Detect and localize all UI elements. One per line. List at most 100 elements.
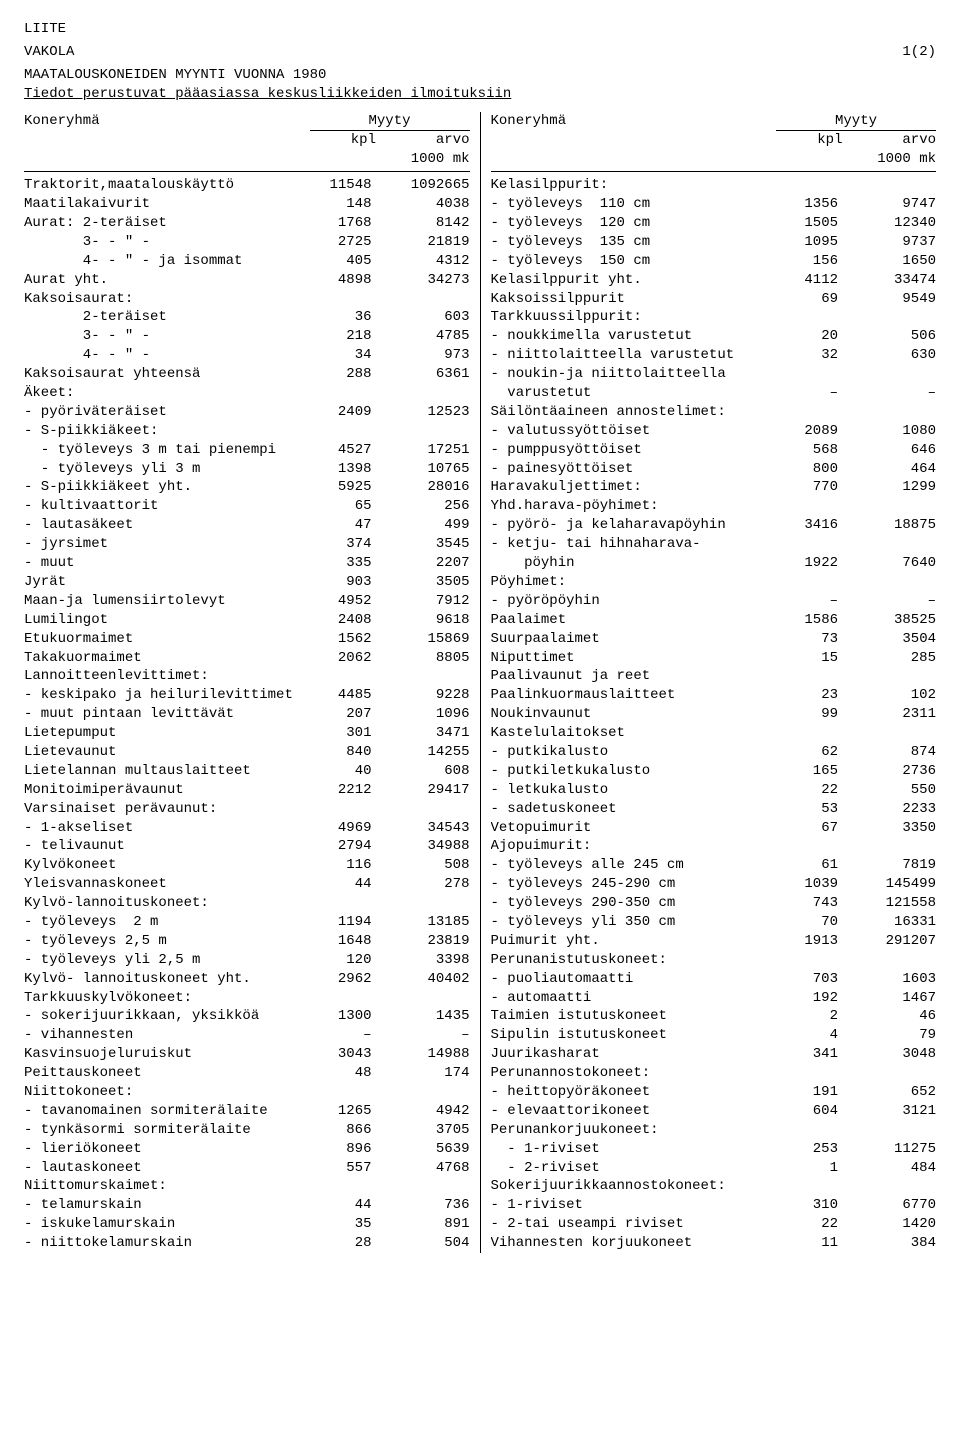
row-kpl: 11 (768, 1234, 846, 1253)
table-row: - työleveys 150 cm1561650 (491, 252, 937, 271)
table-row: - työleveys 2,5 m164823819 (24, 932, 470, 951)
table-row: Etukuormaimet156215869 (24, 630, 470, 649)
row-arvo: 34988 (380, 837, 470, 856)
row-arvo: 484 (846, 1159, 936, 1178)
row-label: Äkeet: (24, 384, 302, 403)
table-row: Niittomurskaimet: (24, 1177, 470, 1196)
row-label: Vetopuimurit (491, 819, 769, 838)
row-arvo: 145499 (846, 875, 936, 894)
row-arvo: 2736 (846, 762, 936, 781)
table-row: Suurpaalaimet733504 (491, 630, 937, 649)
row-label: 3- - " - (24, 327, 302, 346)
table-row: - noukin-ja niittolaitteella (491, 365, 937, 384)
row-arvo: 1092665 (380, 176, 470, 195)
table-row: - pyörö- ja kelaharavapöyhin341618875 (491, 516, 937, 535)
row-arvo: 9549 (846, 290, 936, 309)
row-label: Aurat yht. (24, 271, 302, 290)
row-label: - kultivaattorit (24, 497, 302, 516)
row-label: Kelasilppurit yht. (491, 271, 769, 290)
row-label: Paalaimet (491, 611, 769, 630)
row-kpl (302, 1083, 380, 1102)
table-row: - muut3352207 (24, 554, 470, 573)
row-label: Sipulin istutuskoneet (491, 1026, 769, 1045)
row-arvo: – (380, 1026, 470, 1045)
row-kpl (768, 951, 846, 970)
row-arvo: 3048 (846, 1045, 936, 1064)
row-label: Noukinvaunut (491, 705, 769, 724)
table-row: Äkeet: (24, 384, 470, 403)
row-arvo: 9618 (380, 611, 470, 630)
row-arvo: 504 (380, 1234, 470, 1253)
row-label: - pumppusyöttöiset (491, 441, 769, 460)
row-kpl (302, 384, 380, 403)
row-arvo (846, 837, 936, 856)
row-arvo: 9747 (846, 195, 936, 214)
row-label: Yhd.harava-pöyhimet: (491, 497, 769, 516)
table-row: - työleveys 2 m119413185 (24, 913, 470, 932)
row-label: Kasvinsuojeluruiskut (24, 1045, 302, 1064)
row-label: Aurat: 2-teräiset (24, 214, 302, 233)
row-label: - lautaskoneet (24, 1159, 302, 1178)
row-kpl: 1768 (302, 214, 380, 233)
row-arvo: 646 (846, 441, 936, 460)
row-arvo: 1650 (846, 252, 936, 271)
row-label: - 2-tai useampi riviset (491, 1215, 769, 1234)
row-kpl: 557 (302, 1159, 380, 1178)
row-arvo: 79 (846, 1026, 936, 1045)
row-kpl: 2 (768, 1007, 846, 1026)
row-label: - työleveys 290-350 cm (491, 894, 769, 913)
col-header-myyty: Myyty (310, 112, 470, 132)
row-kpl: 47 (302, 516, 380, 535)
row-kpl: 4969 (302, 819, 380, 838)
row-arvo: 1080 (846, 422, 936, 441)
row-label: Kaksoisaurat: (24, 290, 302, 309)
row-label: - vihannesten (24, 1026, 302, 1045)
row-arvo: 6361 (380, 365, 470, 384)
row-arvo: 174 (380, 1064, 470, 1083)
row-label: Etukuormaimet (24, 630, 302, 649)
row-kpl: 165 (768, 762, 846, 781)
row-label: Paalinkuormauslaitteet (491, 686, 769, 705)
row-label: 3- - " - (24, 233, 302, 252)
table-row: - 1-riviset25311275 (491, 1140, 937, 1159)
row-kpl: 207 (302, 705, 380, 724)
row-kpl: 341 (768, 1045, 846, 1064)
row-arvo (380, 384, 470, 403)
row-kpl: 301 (302, 724, 380, 743)
row-arvo: 23819 (380, 932, 470, 951)
row-arvo: 973 (380, 346, 470, 365)
row-kpl: 5925 (302, 478, 380, 497)
row-kpl: 44 (302, 875, 380, 894)
row-kpl: 2794 (302, 837, 380, 856)
row-kpl: 703 (768, 970, 846, 989)
table-row: Peittauskoneet48174 (24, 1064, 470, 1083)
row-kpl: 1300 (302, 1007, 380, 1026)
row-kpl: 335 (302, 554, 380, 573)
row-arvo: 28016 (380, 478, 470, 497)
row-label: - 2-riviset (491, 1159, 769, 1178)
row-arvo (846, 308, 936, 327)
row-kpl: 1586 (768, 611, 846, 630)
row-kpl (302, 1177, 380, 1196)
row-kpl: 405 (302, 252, 380, 271)
table-row: - ketju- tai hihnaharava- (491, 535, 937, 554)
row-label: - työleveys yli 2,5 m (24, 951, 302, 970)
table-row: - painesyöttöiset800464 (491, 460, 937, 479)
table-row: Maan-ja lumensiirtolevyt49527912 (24, 592, 470, 611)
row-arvo (846, 497, 936, 516)
row-label: - iskukelamurskain (24, 1215, 302, 1234)
row-arvo: 3504 (846, 630, 936, 649)
row-kpl: 36 (302, 308, 380, 327)
row-arvo (380, 667, 470, 686)
row-arvo (846, 1121, 936, 1140)
table-row: - sadetuskoneet532233 (491, 800, 937, 819)
table-row: - niittokelamurskain28504 (24, 1234, 470, 1253)
table-row: Taimien istutuskoneet246 (491, 1007, 937, 1026)
row-arvo: 34543 (380, 819, 470, 838)
row-arvo: 1096 (380, 705, 470, 724)
row-label: - tavanomainen sormiterälaite (24, 1102, 302, 1121)
table-row: Niittokoneet: (24, 1083, 470, 1102)
document-title: MAATALOUSKONEIDEN MYYNTI VUONNA 1980 (24, 66, 936, 85)
row-arvo (846, 1177, 936, 1196)
table-row: 4- - " -34973 (24, 346, 470, 365)
